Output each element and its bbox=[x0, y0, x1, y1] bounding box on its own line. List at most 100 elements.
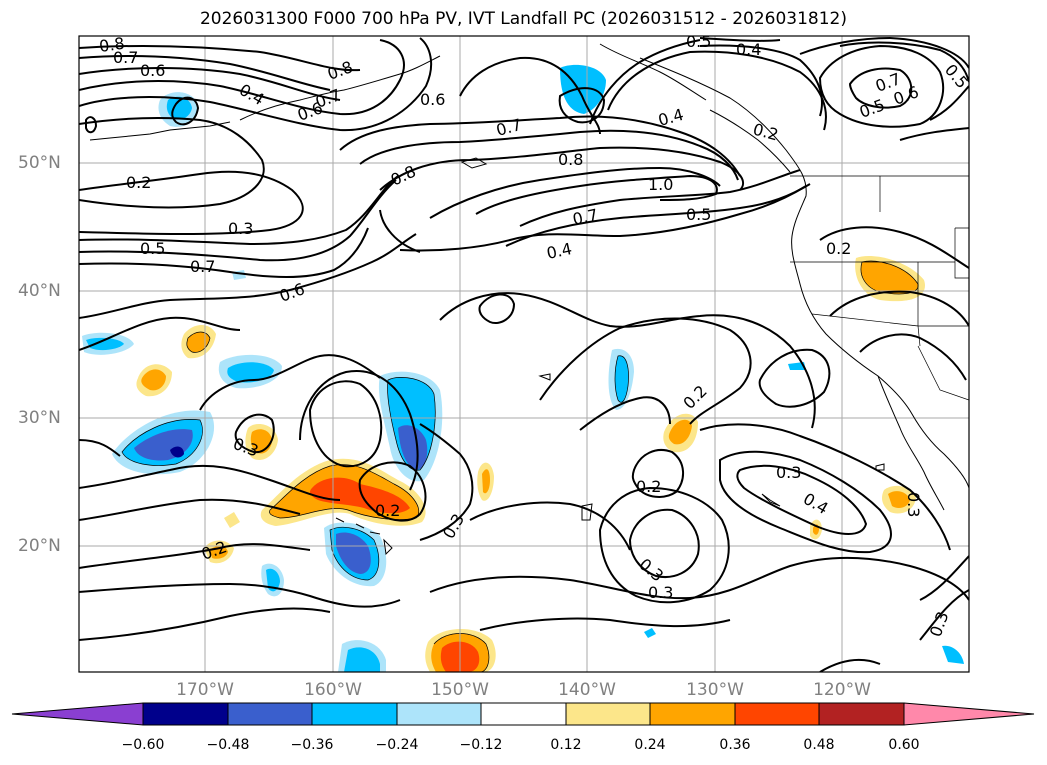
contour-label: 0.8 bbox=[98, 34, 126, 56]
pv-contour bbox=[819, 658, 881, 672]
pv-contour bbox=[589, 39, 701, 125]
pv-contour bbox=[79, 498, 301, 521]
contour-label: 0.4 bbox=[800, 489, 832, 518]
neg-anomaly-fill bbox=[398, 425, 428, 470]
anomaly-outline bbox=[614, 355, 629, 403]
pv-contour bbox=[469, 501, 631, 551]
colorbar-extend-low bbox=[11, 702, 144, 726]
pv-contour bbox=[429, 556, 969, 601]
neg-anomaly-fill bbox=[560, 64, 606, 114]
colorbar-tick: −0.24 bbox=[375, 737, 419, 753]
pv-contour bbox=[299, 370, 419, 491]
pv-contour bbox=[339, 115, 741, 177]
pv-contour bbox=[839, 41, 969, 83]
contour-label: 0.5 bbox=[857, 95, 887, 122]
lon-label: 120°W bbox=[813, 680, 871, 700]
pv-contour bbox=[171, 96, 200, 126]
contour-label: 0.3 bbox=[904, 492, 923, 517]
pv-contour bbox=[79, 316, 241, 351]
pv-contour bbox=[79, 67, 341, 101]
pv-contour bbox=[819, 226, 969, 269]
colorbar-tick: 0.24 bbox=[634, 737, 666, 753]
contour-label: 0.6 bbox=[277, 279, 307, 306]
anomaly-outline bbox=[433, 633, 490, 672]
pv-contour bbox=[79, 464, 341, 501]
colorbar-segment bbox=[227, 702, 313, 726]
contour-label: 0.8 bbox=[388, 162, 419, 190]
pv-contour bbox=[79, 227, 369, 278]
pv-contour bbox=[719, 450, 892, 554]
pv-contour bbox=[429, 166, 721, 219]
pv-contour bbox=[579, 396, 671, 431]
small-island bbox=[538, 373, 551, 381]
contour-label: 0.2 bbox=[126, 173, 151, 192]
lon-label: 130°W bbox=[686, 680, 744, 700]
coastline-north-america bbox=[639, 57, 969, 489]
colorbar-segment bbox=[480, 702, 567, 726]
pos-anomaly-fill bbox=[888, 491, 910, 508]
colorbar-tick: 0.48 bbox=[803, 737, 835, 753]
neg-anomaly-fill bbox=[942, 645, 964, 664]
anomaly-outline bbox=[121, 419, 203, 466]
pv-contour bbox=[199, 354, 381, 411]
pv-contour bbox=[79, 233, 417, 319]
contour-label: 0.5 bbox=[140, 239, 165, 258]
pv-contour bbox=[475, 174, 718, 215]
pv-contour bbox=[699, 44, 823, 117]
pv-contour bbox=[899, 127, 969, 141]
pv-contour bbox=[419, 423, 474, 541]
contour-label: 0.4 bbox=[236, 80, 268, 109]
pv-contour bbox=[234, 413, 275, 454]
pv-contour bbox=[79, 55, 331, 91]
colorbar-tick: 0.12 bbox=[550, 737, 582, 753]
pv-contour bbox=[399, 185, 807, 252]
colorbar-segment bbox=[818, 702, 905, 726]
chart-title: 2026031300 F000 700 hPa PV, IVT Landfall… bbox=[199, 9, 847, 29]
coastline-baja bbox=[877, 375, 945, 511]
pv-contour bbox=[539, 317, 752, 425]
colorbar-tick: −0.60 bbox=[121, 737, 165, 753]
hawaii-islands bbox=[335, 517, 393, 556]
contour-label: 0.2 bbox=[751, 120, 781, 145]
contour-label: 0.7 bbox=[113, 48, 138, 67]
pv-contour bbox=[379, 209, 421, 253]
pv-contour bbox=[829, 290, 969, 327]
pv-contour bbox=[799, 36, 969, 69]
lat-label: 30°N bbox=[18, 408, 61, 428]
neg-anomaly-fill bbox=[644, 628, 656, 638]
contour-label: 0.3 bbox=[635, 555, 667, 586]
contour-label: 0.4 bbox=[545, 239, 574, 263]
lon-label: 160°W bbox=[304, 680, 362, 700]
pv-contours bbox=[79, 36, 969, 672]
colorbar bbox=[11, 702, 1035, 726]
pv-contour bbox=[85, 116, 98, 134]
contour-label: 0.4 bbox=[656, 105, 686, 130]
coastline-islands bbox=[599, 43, 791, 173]
pv-contour bbox=[79, 170, 304, 235]
pv-contour bbox=[479, 617, 731, 631]
pv-contour bbox=[929, 85, 969, 121]
pv-contour bbox=[478, 293, 516, 324]
contour-label: 0.7 bbox=[571, 205, 600, 229]
colorbar-tick: 0.60 bbox=[888, 737, 920, 753]
colorbar-tick: −0.48 bbox=[206, 737, 250, 753]
state-border bbox=[790, 175, 969, 401]
pv-contour bbox=[79, 116, 265, 209]
pv-contour bbox=[758, 348, 831, 408]
pv-contour bbox=[359, 129, 739, 181]
pv-contour bbox=[79, 39, 405, 116]
small-island bbox=[761, 493, 781, 507]
pv-contour bbox=[558, 87, 606, 124]
coastline-aleutians bbox=[89, 121, 231, 141]
contour-label: 0.7 bbox=[190, 257, 215, 276]
pos-anomaly-fill bbox=[860, 260, 919, 294]
pv-contour bbox=[79, 179, 397, 262]
pv-contour bbox=[848, 67, 913, 109]
pv-contour bbox=[818, 44, 945, 128]
pv-contour bbox=[79, 44, 361, 72]
neg-anomaly-fill bbox=[336, 532, 371, 574]
lat-label: 40°N bbox=[18, 281, 61, 301]
lon-label: 170°W bbox=[176, 680, 234, 700]
colorbar-segment bbox=[396, 702, 482, 726]
small-island bbox=[581, 503, 593, 521]
